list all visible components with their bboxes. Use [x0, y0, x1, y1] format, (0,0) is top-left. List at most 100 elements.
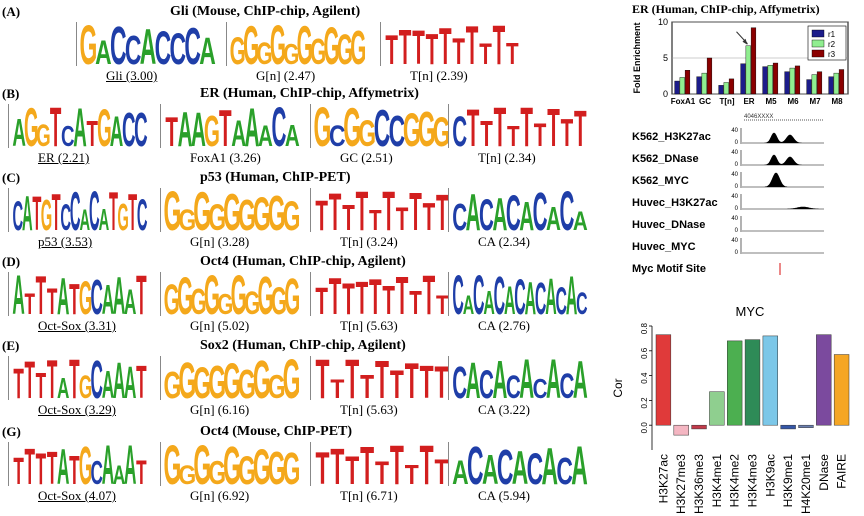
motif-caption: FoxA1 (3.26) [190, 150, 261, 165]
motif-caption: CA (5.94) [478, 488, 530, 503]
logo-letter: T [436, 188, 449, 232]
logo-letter: T [315, 442, 329, 486]
logo-letter: G [268, 369, 286, 400]
panel-label: (G) [2, 424, 21, 439]
logo-letter: T [69, 448, 79, 486]
logo-letter: T [342, 199, 355, 232]
track-ymax: 40 [731, 128, 738, 134]
bar-h3k9ac [762, 335, 778, 426]
logo-letter: T [330, 442, 344, 486]
logo-letter: G [337, 27, 353, 66]
logo-letter: G [268, 188, 286, 232]
logo-letter: T [13, 450, 23, 486]
logo-letter: T [390, 361, 404, 400]
logo-letter: C [559, 188, 574, 232]
logo-letter: G [283, 444, 301, 486]
panel-label: (C) [2, 170, 21, 185]
logo-letter: C [91, 272, 103, 316]
bar-h3k36me3 [691, 424, 707, 430]
logo-letter: C [479, 362, 494, 400]
logo-letter: T [69, 356, 79, 400]
panel-title: Sox2 (Human, ChIP-chip, Agilent) [200, 338, 406, 353]
logo-letter: A [525, 274, 536, 316]
logo-letter: T [534, 117, 547, 148]
logo-letter: C [389, 107, 406, 148]
logo-letter: G [223, 188, 241, 232]
bar-r3 [772, 62, 779, 95]
x-tick-label: H3K36me3 [692, 454, 706, 514]
logo-letter: G [208, 455, 226, 486]
motif-caption: G[n] (5.02) [190, 318, 250, 333]
logo-letter: A [73, 104, 87, 148]
logo-letter: C [535, 274, 546, 316]
logo-letter: A [57, 373, 69, 400]
logo-letter: C [155, 22, 172, 66]
y-tick-label: 0.8 [640, 322, 649, 334]
logo-letter: G [433, 110, 451, 148]
motif-caption: T[n] (5.63) [340, 402, 398, 417]
logo-letter: A [492, 356, 507, 400]
logo-letter: G [193, 358, 211, 400]
bar-r2 [833, 72, 839, 95]
logo-letter: C [452, 357, 467, 400]
bar-r2 [679, 77, 685, 95]
logo-letter: T [13, 360, 24, 400]
logo-letter: G [36, 117, 51, 148]
motif-caption: Oct-Sox (4.07) [38, 488, 116, 503]
logo-letter: T [52, 188, 61, 232]
logo-letter: A [178, 104, 193, 148]
logo-letter: T [466, 22, 479, 66]
logo-letter: C [452, 109, 467, 148]
logo-letter: T [47, 282, 58, 316]
logo-letter: C [497, 442, 514, 486]
logo-letter: T [315, 356, 329, 400]
track-ymax: 40 [731, 150, 738, 156]
logo-letter: T [467, 104, 480, 148]
bar-r1 [784, 71, 790, 95]
logo-letter: G [314, 104, 332, 148]
logo-letter: A [519, 356, 534, 400]
logo-letter: T [382, 277, 395, 316]
motif-caption: CA (3.22) [478, 402, 530, 417]
bar-h3k27me3 [673, 424, 689, 436]
logo-letter: T [420, 442, 434, 486]
logo-letter: G [256, 36, 272, 66]
x-tick-label: M8 [831, 97, 843, 106]
logo-letter: G [164, 277, 180, 316]
logo-letter: A [573, 207, 588, 232]
logo-letter: A [57, 272, 69, 316]
x-tick-label: H3K9me1 [781, 454, 795, 508]
logo-letter: T [390, 442, 404, 486]
track-ymin: 0 [735, 140, 739, 146]
panel-label: (D) [2, 254, 21, 269]
bar-r2 [723, 82, 729, 95]
logo-letter: G [208, 196, 226, 232]
logo-letter: A [573, 356, 588, 400]
logo-letter: A [285, 118, 300, 148]
logo-letter: T [574, 104, 587, 148]
bar-r1 [740, 63, 746, 95]
logo-letter: A [199, 30, 216, 66]
logo-letter: C [479, 190, 494, 232]
bar-r2 [811, 74, 817, 95]
motif-caption: G[n] (2.47) [256, 68, 316, 83]
logo-letter: T [375, 356, 389, 400]
logo-letter: G [178, 356, 196, 400]
logo-letter: T [25, 442, 36, 486]
coordinate-label: 4046XXXX [744, 114, 773, 120]
x-tick-label: H3K4me1 [710, 454, 724, 508]
logo-letter: A [519, 193, 534, 232]
logo-letter: A [245, 104, 260, 148]
bar-r3 [816, 71, 823, 95]
logo-letter: C [89, 188, 100, 232]
track-signal [742, 206, 824, 210]
